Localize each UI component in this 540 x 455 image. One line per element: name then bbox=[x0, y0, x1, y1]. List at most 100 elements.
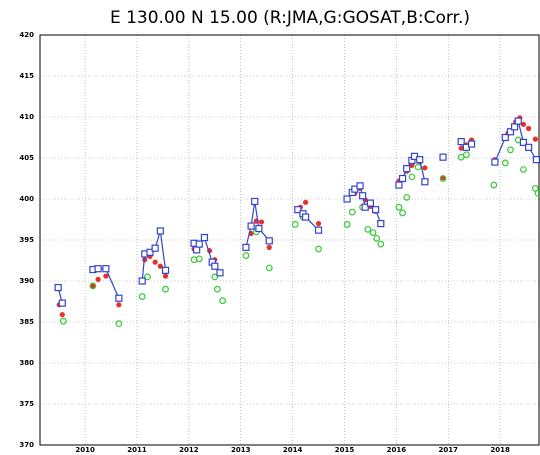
point bbox=[161, 266, 170, 274]
point bbox=[59, 317, 67, 325]
point bbox=[421, 178, 429, 186]
point bbox=[501, 133, 509, 142]
point bbox=[116, 302, 122, 308]
y-tick-label: 400 bbox=[19, 195, 34, 203]
point bbox=[162, 285, 169, 293]
x-tick-label: 2010 bbox=[75, 446, 95, 454]
point bbox=[377, 240, 385, 248]
y-tick-label: 380 bbox=[19, 359, 34, 367]
point bbox=[301, 213, 310, 221]
point bbox=[462, 151, 470, 159]
point bbox=[251, 197, 259, 206]
y-tick-label: 405 bbox=[19, 154, 34, 162]
point bbox=[247, 222, 255, 230]
point bbox=[193, 246, 201, 254]
x-tick-label: 2018 bbox=[490, 446, 510, 454]
point bbox=[395, 181, 403, 189]
point bbox=[94, 265, 102, 273]
point bbox=[54, 283, 62, 292]
y-tick-label: 410 bbox=[19, 113, 34, 121]
point bbox=[103, 273, 109, 279]
point bbox=[356, 182, 364, 190]
point bbox=[157, 263, 163, 269]
point bbox=[195, 240, 203, 248]
point bbox=[151, 244, 159, 252]
point bbox=[219, 297, 226, 305]
point bbox=[511, 123, 519, 131]
point bbox=[255, 224, 263, 233]
point bbox=[95, 276, 101, 282]
point bbox=[514, 117, 522, 125]
point bbox=[315, 221, 322, 227]
x-tick-label: 2015 bbox=[335, 446, 355, 454]
point bbox=[216, 269, 224, 277]
point bbox=[343, 195, 351, 203]
point bbox=[102, 265, 110, 273]
point bbox=[490, 181, 498, 189]
point bbox=[414, 163, 422, 171]
point bbox=[507, 146, 514, 154]
point bbox=[265, 237, 273, 245]
point bbox=[348, 208, 356, 216]
point bbox=[200, 233, 209, 242]
point bbox=[526, 125, 532, 132]
point bbox=[211, 262, 219, 270]
point bbox=[532, 136, 538, 142]
point bbox=[399, 209, 406, 217]
point bbox=[115, 320, 123, 328]
point bbox=[361, 203, 369, 211]
point bbox=[294, 206, 302, 214]
point bbox=[258, 219, 265, 225]
y-tick-label: 385 bbox=[19, 318, 34, 326]
point bbox=[366, 199, 375, 207]
x-tick-label: 2017 bbox=[438, 446, 458, 454]
point bbox=[458, 145, 464, 151]
point bbox=[343, 221, 351, 228]
x-tick-label: 2013 bbox=[231, 446, 251, 454]
point bbox=[422, 165, 428, 171]
point bbox=[359, 192, 367, 200]
y-tick-label: 395 bbox=[19, 236, 34, 244]
x-tick-label: 2014 bbox=[283, 446, 303, 454]
point bbox=[115, 294, 123, 302]
point bbox=[89, 282, 97, 290]
point bbox=[409, 162, 415, 168]
point bbox=[291, 221, 299, 228]
y-tick-label: 420 bbox=[19, 31, 34, 39]
point bbox=[242, 252, 250, 259]
point bbox=[314, 226, 323, 234]
point bbox=[408, 173, 416, 181]
point bbox=[138, 293, 146, 300]
point bbox=[302, 199, 309, 205]
point bbox=[364, 225, 372, 233]
point bbox=[403, 193, 411, 201]
plot-frame bbox=[39, 34, 540, 446]
point bbox=[525, 143, 533, 151]
point bbox=[457, 153, 465, 161]
point bbox=[506, 128, 515, 136]
x-tick-label: 2012 bbox=[179, 446, 199, 454]
point bbox=[457, 138, 465, 146]
x-tick-label: 2011 bbox=[127, 446, 147, 454]
point bbox=[501, 159, 509, 167]
point bbox=[403, 165, 411, 173]
point bbox=[213, 285, 221, 293]
point bbox=[59, 312, 65, 318]
point bbox=[520, 166, 527, 173]
point bbox=[195, 255, 203, 263]
point bbox=[266, 244, 272, 250]
x-tick-label: 2016 bbox=[387, 446, 407, 454]
y-tick-label: 415 bbox=[19, 72, 34, 80]
point bbox=[519, 138, 528, 147]
point bbox=[369, 229, 377, 237]
point bbox=[491, 158, 499, 166]
point bbox=[152, 259, 158, 265]
point bbox=[156, 227, 164, 235]
point bbox=[398, 174, 407, 183]
point bbox=[439, 175, 447, 182]
series-line bbox=[92, 268, 120, 299]
point bbox=[372, 206, 380, 214]
y-tick-label: 375 bbox=[19, 400, 34, 408]
point bbox=[373, 234, 381, 242]
